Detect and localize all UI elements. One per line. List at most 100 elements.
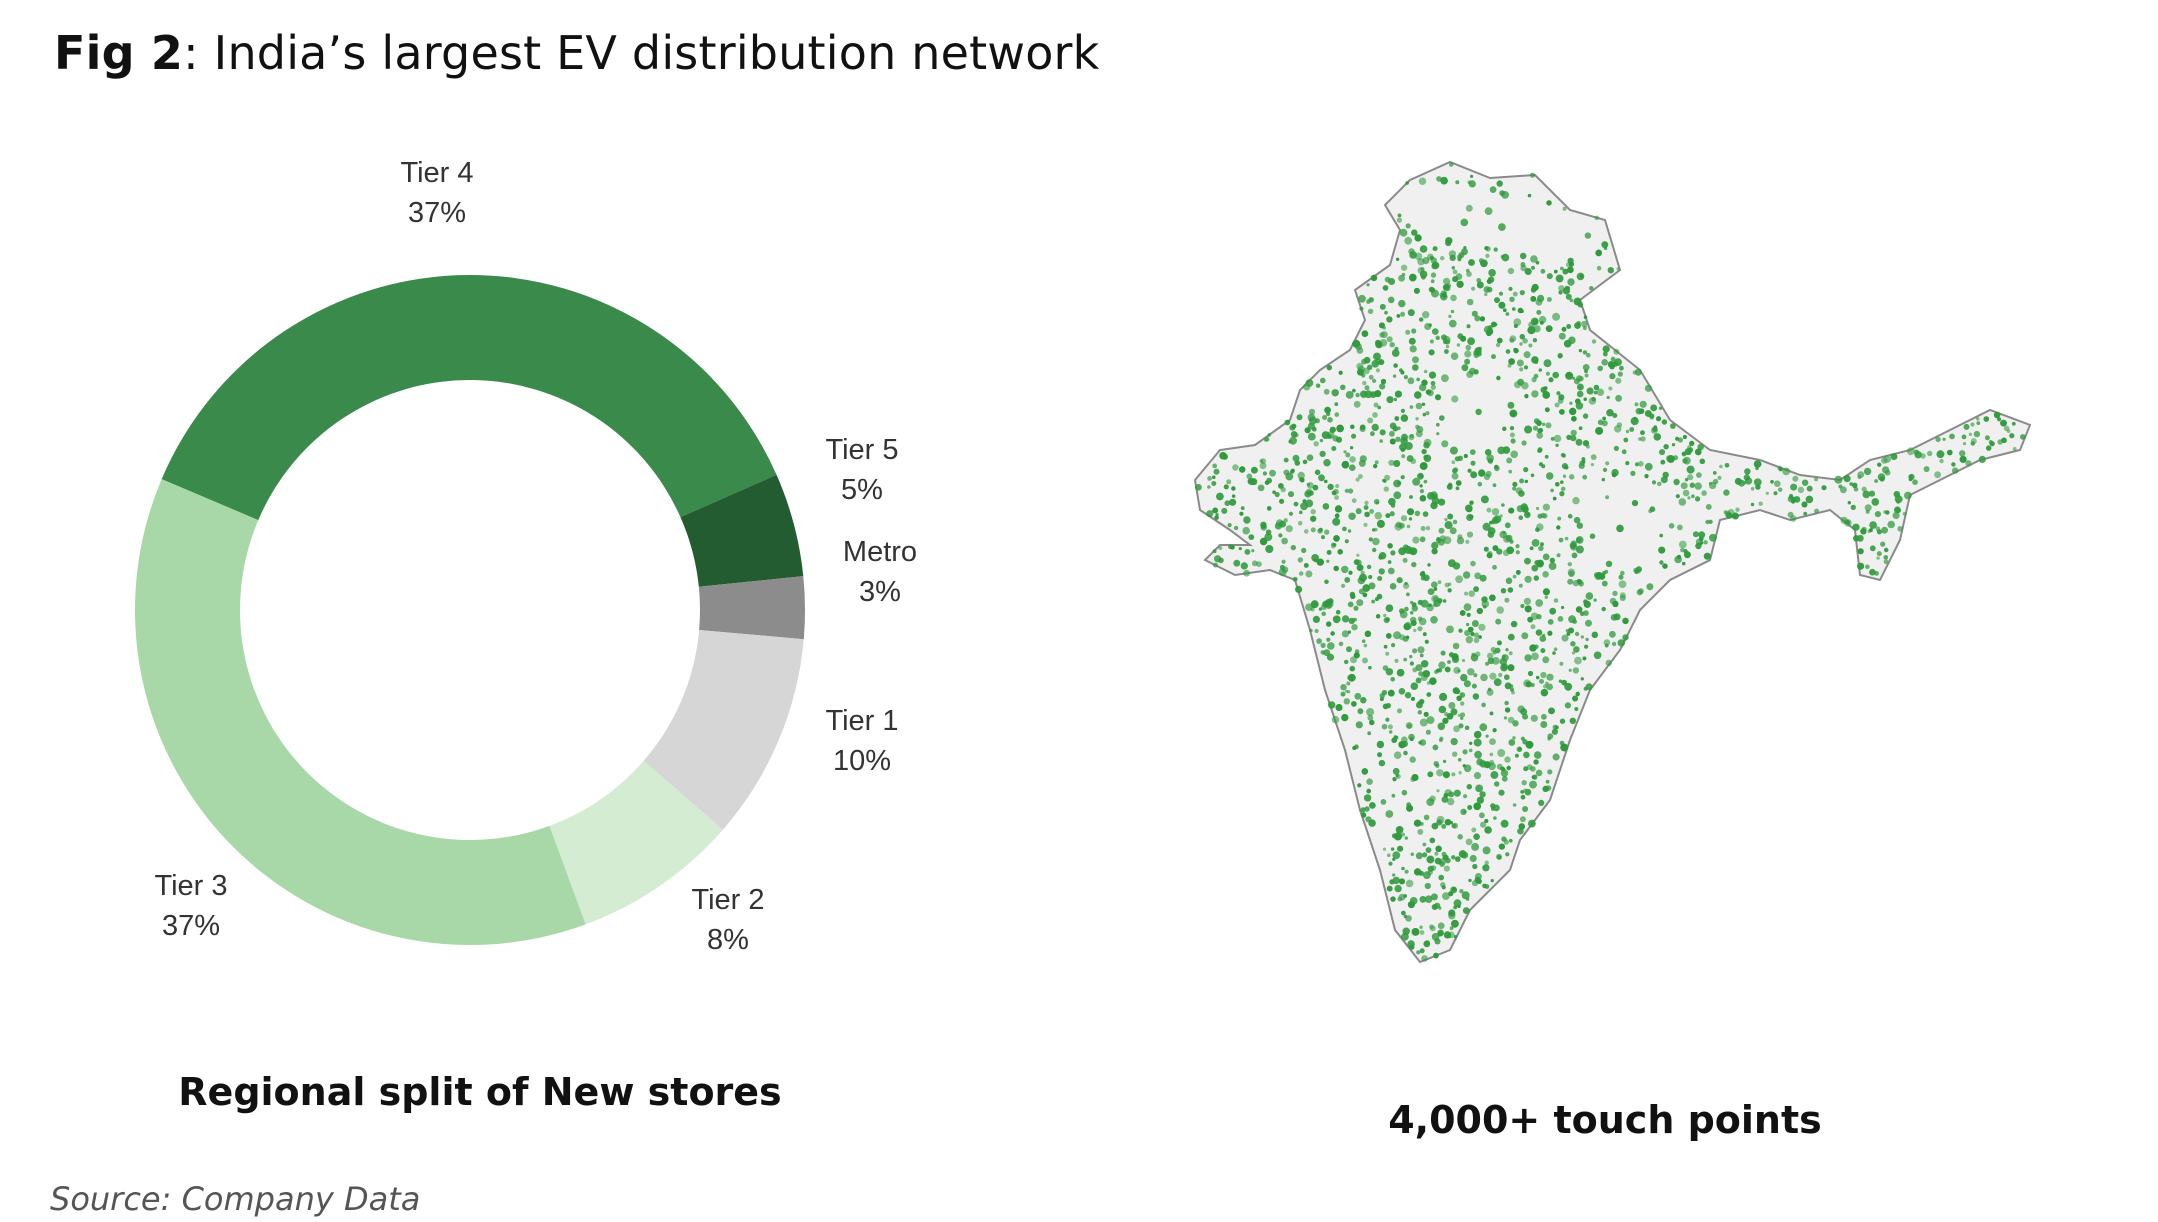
touch-point-dot — [1413, 819, 1422, 827]
touch-point-dot — [1428, 323, 1432, 327]
touch-point-dot — [1320, 650, 1326, 655]
touch-point-dot — [1342, 526, 1347, 532]
touch-point-dot — [1959, 450, 1966, 457]
touch-point-dot — [1356, 564, 1364, 571]
touch-point-dot — [1575, 398, 1581, 405]
touch-point-dot — [1526, 681, 1532, 688]
slice-label: Tier 4 — [400, 157, 473, 189]
touch-point-dot — [1374, 597, 1379, 602]
touch-point-dot — [1558, 332, 1566, 340]
touch-point-dot — [1450, 738, 1458, 746]
touch-point-dot — [1428, 286, 1435, 293]
touch-point-dot — [1358, 459, 1366, 467]
touch-point-dot — [1489, 594, 1496, 602]
touch-point-dot — [1432, 328, 1439, 335]
touch-point-dot — [1471, 310, 1478, 317]
touch-point-dot — [1547, 630, 1553, 636]
touch-point-dot — [1256, 561, 1262, 567]
touch-point-dot — [1605, 560, 1613, 568]
touch-point-dot — [1572, 695, 1579, 702]
touch-point-dot — [1571, 552, 1578, 559]
touch-point-dot — [1353, 400, 1361, 408]
touch-point-dot — [1344, 488, 1349, 493]
slice-value-label: 8% — [707, 924, 749, 956]
touch-point-dot — [1364, 500, 1369, 505]
touch-point-dot — [1460, 712, 1466, 718]
touch-point-dot — [1453, 725, 1460, 733]
touch-point-dot — [1512, 307, 1516, 311]
touch-point-dot — [1670, 423, 1676, 429]
touch-point-dot — [1498, 291, 1504, 296]
touch-point-dot — [1894, 506, 1901, 514]
touch-point-dot — [1461, 364, 1469, 372]
touch-point-dot — [1712, 478, 1719, 485]
touch-point-dot — [1366, 708, 1375, 716]
touch-point-dot — [1869, 568, 1876, 576]
touch-point-dot — [1543, 359, 1552, 368]
touch-point-dot — [1908, 473, 1915, 481]
touch-point-dot — [1684, 551, 1691, 559]
touch-point-dot — [1213, 468, 1220, 475]
touch-point-dot — [1473, 350, 1479, 356]
touch-point-dot — [1566, 286, 1570, 290]
touch-point-dot — [1639, 400, 1647, 408]
touch-point-dot — [1864, 504, 1872, 512]
touch-point-dot — [1372, 547, 1377, 553]
touch-point-dot — [1849, 482, 1853, 486]
touch-point-dot — [1341, 460, 1350, 469]
touch-point-dot — [1483, 546, 1489, 552]
touch-point-dot — [1699, 541, 1704, 545]
touch-point-dot — [1279, 520, 1286, 528]
touch-point-dot — [1207, 485, 1211, 489]
touch-point-dot — [1389, 583, 1397, 590]
touch-point-dot — [1453, 666, 1461, 674]
touch-point-dot — [1382, 703, 1389, 710]
touch-point-dot — [1384, 474, 1391, 481]
touch-point-dot — [1552, 496, 1557, 501]
touch-point-dot — [1511, 690, 1515, 695]
touch-point-dot — [1601, 359, 1608, 366]
touch-point-dot — [1329, 426, 1336, 433]
touch-point-dot — [1512, 736, 1516, 740]
touch-point-dot — [1518, 747, 1522, 751]
touch-point-dot — [1367, 364, 1373, 370]
touch-point-dot — [1218, 546, 1223, 551]
touch-point-dot — [1373, 527, 1378, 532]
touch-point-dot — [1418, 617, 1427, 626]
touch-point-dot — [1402, 557, 1408, 563]
touch-point-dot — [1289, 424, 1296, 431]
touch-point-dot — [1564, 465, 1569, 470]
touch-point-dot — [1377, 405, 1381, 410]
touch-point-dot — [1438, 498, 1446, 506]
touch-point-dot — [1496, 375, 1501, 381]
touch-point-dot — [1345, 452, 1351, 458]
touch-point-dot — [1505, 312, 1510, 316]
touch-point-dot — [1491, 657, 1500, 665]
touch-point-dot — [1396, 217, 1402, 223]
touch-point-dot — [1366, 788, 1371, 794]
touch-point-dot — [1949, 433, 1955, 440]
touch-point-dot — [1409, 756, 1416, 763]
touch-point-dot — [1304, 529, 1309, 534]
touch-point-dot — [1524, 654, 1532, 662]
touch-point-dot — [1536, 309, 1542, 315]
touch-point-dot — [1350, 656, 1357, 664]
touch-point-dot — [1524, 575, 1532, 583]
touch-point-dot — [1523, 365, 1529, 370]
touch-point-dot — [1351, 624, 1358, 631]
touch-point-dot — [1251, 549, 1255, 553]
touch-point-dot — [1393, 751, 1402, 759]
touch-point-dot — [1419, 896, 1427, 903]
touch-point-dot — [1451, 266, 1456, 270]
touch-point-dot — [1574, 656, 1582, 665]
touch-point-dot — [1316, 558, 1324, 566]
touch-point-dot — [1512, 481, 1518, 487]
touch-point-dot — [1410, 611, 1414, 615]
touch-point-dot — [1373, 352, 1381, 361]
touch-point-dot — [1882, 466, 1890, 474]
touch-point-dot — [1467, 626, 1474, 633]
touch-point-dot — [1535, 298, 1543, 306]
touch-point-dot — [1695, 542, 1702, 550]
touch-point-dot — [1350, 667, 1354, 671]
touch-point-dot — [1530, 766, 1536, 772]
